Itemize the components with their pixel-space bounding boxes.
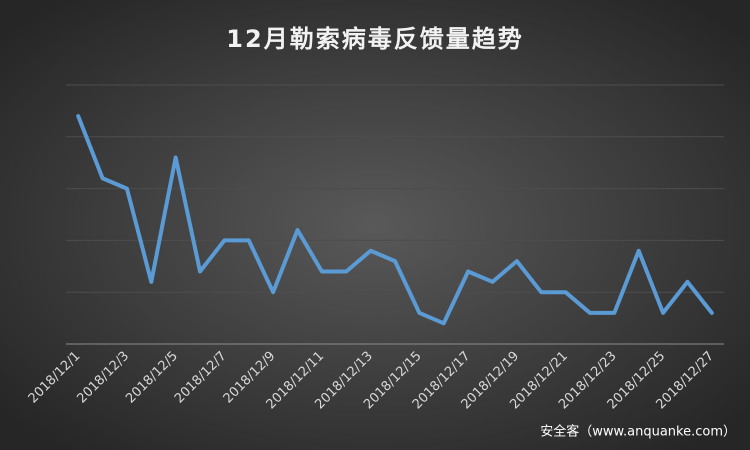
watermark: 安全客（www.anquanke.com） <box>540 424 736 440</box>
line-series <box>76 114 714 326</box>
chart-title: 12月勒索病毒反馈量趋势 <box>226 25 523 53</box>
